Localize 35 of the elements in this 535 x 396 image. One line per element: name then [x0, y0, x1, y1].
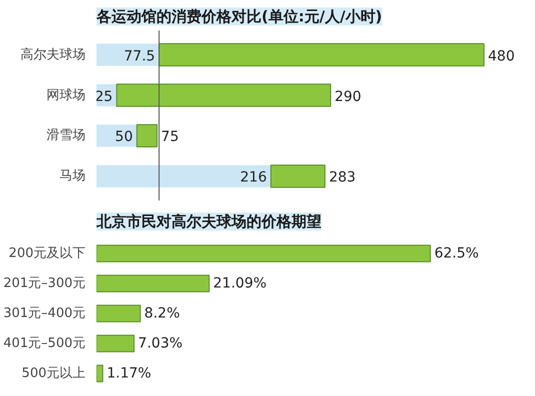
y-tick-label: 马场 [60, 168, 86, 184]
bar [96, 364, 104, 382]
data-label: 50 [115, 129, 133, 146]
y-tick-label: 500元以上 [22, 366, 86, 381]
data-label: 7.03% [138, 336, 183, 352]
data-label: 216 [240, 170, 267, 186]
bar [96, 44, 160, 66]
total-label: 290 [334, 88, 362, 105]
bar [136, 124, 158, 148]
y-tick-label: 201元–300元 [3, 276, 86, 291]
bar [96, 334, 135, 352]
chart-title: 各运动馆的消费价格对比(单位:元/人/小时) [96, 8, 382, 26]
bar [270, 164, 326, 188]
total-label: 75 [161, 129, 179, 146]
bar [96, 304, 141, 322]
y-tick-label: 200元及以下 [8, 246, 86, 261]
bar [116, 84, 332, 107]
y-tick-label: 高尔夫球场 [20, 46, 86, 62]
data-label: 8.2% [144, 306, 180, 322]
data-label: 77.5 [124, 48, 156, 64]
bar [96, 124, 137, 147]
bar [96, 244, 431, 262]
y-tick-label: 401元–500元 [3, 336, 86, 351]
bar [96, 165, 271, 188]
total-label: 283 [328, 170, 356, 186]
data-label: 21.09% [213, 276, 267, 292]
y-tick-label: 301元–400元 [3, 306, 86, 321]
y-tick-label: 滑雪场 [46, 128, 86, 144]
chart-title: 北京市民对高尔夫球场的价格期望 [96, 212, 322, 230]
total-label: 480 [488, 48, 515, 64]
bar [158, 43, 484, 66]
y-tick-label: 网球场 [46, 88, 86, 103]
data-label: 1.17% [106, 366, 152, 382]
data-label: 62.5% [434, 246, 479, 262]
bar [96, 274, 210, 292]
